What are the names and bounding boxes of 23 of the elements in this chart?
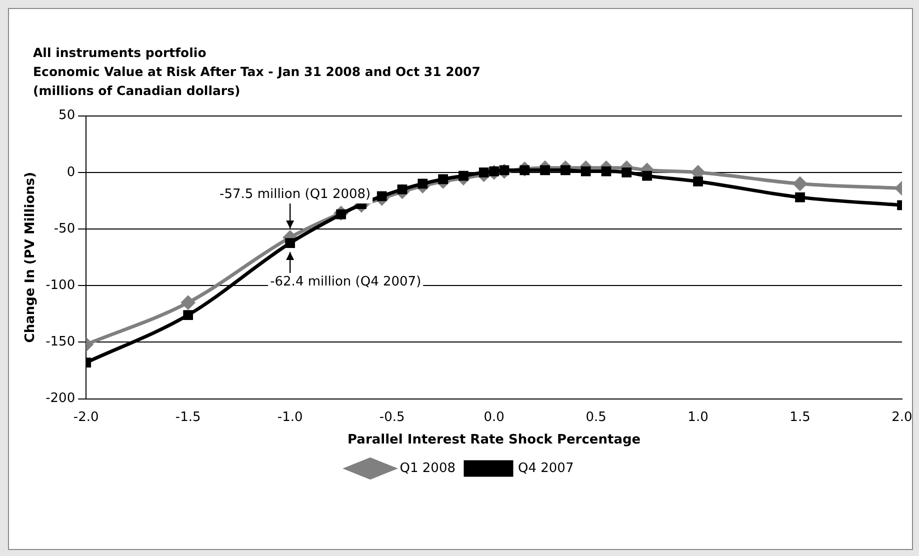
legend-label: Q4 2007: [518, 460, 574, 476]
annotation: -57.5 million (Q1 2008): [220, 186, 371, 202]
x-tick-label: 0.5: [586, 410, 606, 425]
x-tick-label: 1.0: [688, 410, 708, 425]
y-tick-label: 0: [66, 164, 76, 180]
x-axis-title: Parallel Interest Rate Shock Percentage: [348, 432, 641, 448]
x-tick-label: 1.5: [790, 410, 810, 425]
x-tick-label: -1.5: [175, 410, 201, 425]
y-tick-label: -50: [54, 221, 76, 236]
x-tick-label: 2.0: [892, 410, 912, 425]
y-axis-title: Change In (PV Millions): [23, 172, 38, 343]
y-tick-label: -200: [46, 391, 76, 406]
y-tick-label: -100: [46, 278, 76, 293]
legend-label: Q1 2008: [400, 460, 456, 476]
chart-subtitle: Economic Value at Risk After Tax - Jan 31 2008 and Oct 31 2007 (millions of Canadian dollars): [33, 63, 480, 100]
x-tick-label: -0.5: [379, 410, 405, 425]
chart-title: All instruments portfolio: [33, 44, 206, 62]
x-tick-label: -1.0: [277, 410, 303, 425]
annotation: -62.4 million (Q4 2007): [270, 274, 422, 290]
y-tick-label: -150: [46, 334, 76, 350]
y-tick-label: 50: [58, 108, 76, 124]
x-tick-label: 0.0: [484, 410, 504, 425]
x-tick-label: -2.0: [73, 410, 99, 425]
